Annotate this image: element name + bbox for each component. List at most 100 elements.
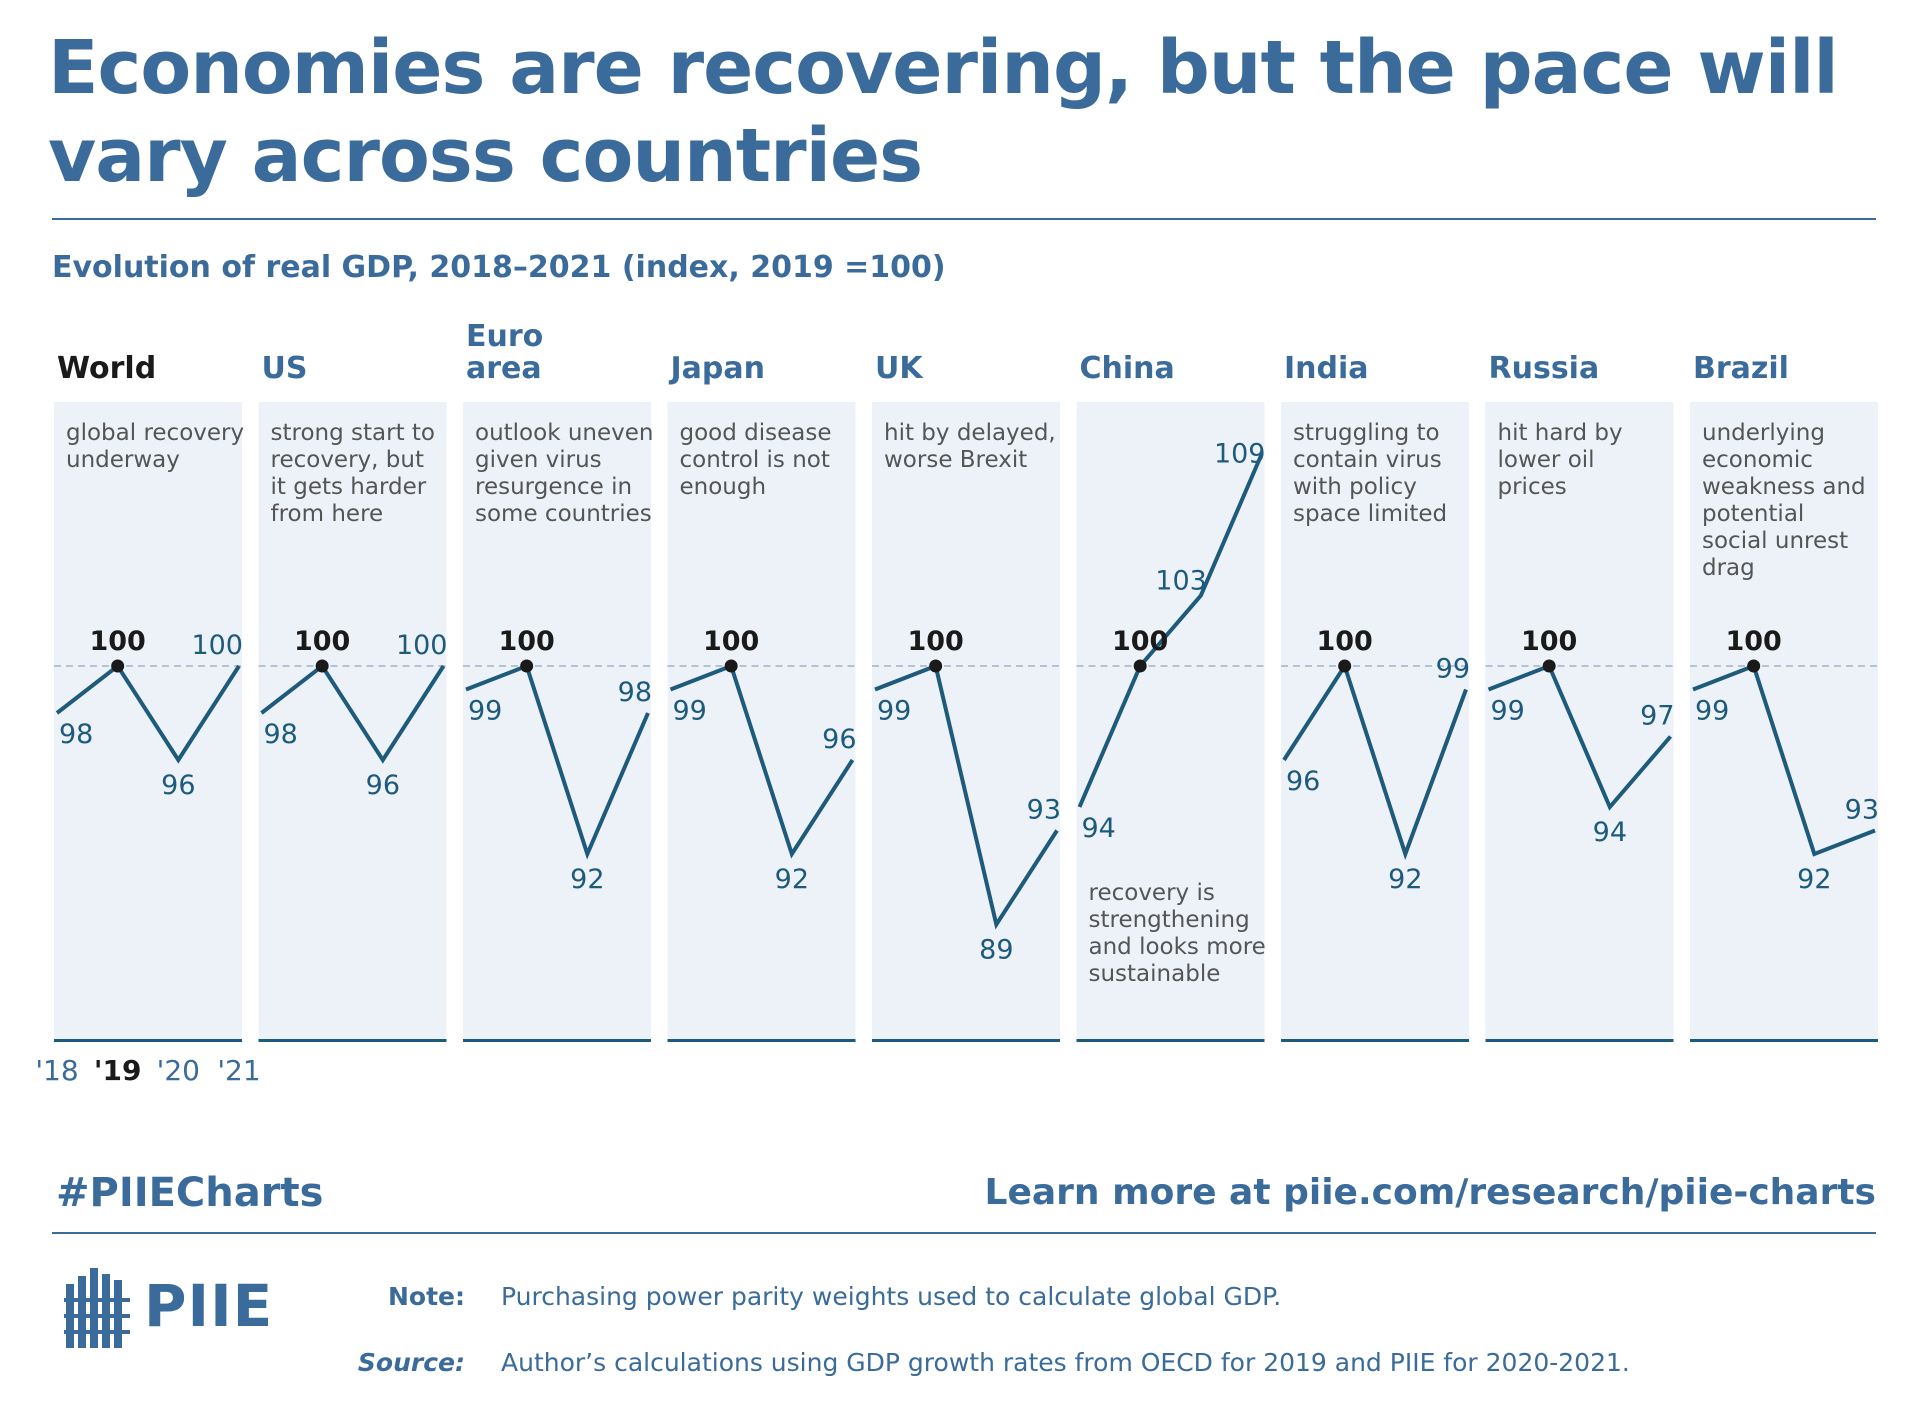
panel-baseline-china: [1076, 1039, 1265, 1042]
panel-note-euro-area: some countries: [475, 501, 652, 527]
panel-note-us: from here: [271, 501, 384, 527]
panel-baseline-world: [54, 1039, 242, 1042]
panel-note-us: it gets harder: [271, 474, 427, 500]
note-row: Note: Purchasing power parity weights us…: [340, 1282, 1281, 1311]
value-label-india: 100: [1316, 626, 1372, 657]
value-label-uk: 99: [877, 696, 911, 727]
panel-note-india: contain virus: [1293, 447, 1442, 473]
panel-note-euro-area: given virus: [475, 447, 602, 473]
panel-note-japan: good disease: [680, 420, 832, 446]
value-label-russia: 94: [1593, 817, 1627, 848]
chart-title: Economies are recovering, but the pace w…: [48, 25, 1839, 199]
panel-baseline-us: [258, 1039, 447, 1042]
panel-note-uk: hit by delayed,: [884, 420, 1056, 446]
value-label-russia: 97: [1640, 701, 1674, 732]
panel-header-uk: UK: [875, 351, 924, 386]
panel-baseline-brazil: [1690, 1039, 1878, 1042]
panel-note-china: strengthening: [1089, 907, 1250, 933]
value-label-russia: 99: [1491, 696, 1525, 727]
panel-note-euro-area: outlook uneven: [475, 420, 653, 446]
source-row: Source: Author’s calculations using GDP …: [340, 1348, 1630, 1377]
panel-note-india: space limited: [1293, 501, 1447, 527]
series-line-brazil: [1692, 663, 1876, 857]
panel-japan: [667, 402, 856, 1042]
value-label-uk: 93: [1027, 795, 1061, 826]
source-text: Author’s calculations using GDP growth r…: [501, 1348, 1630, 1377]
point-2019-world: [111, 659, 125, 673]
point-2019-russia: [1542, 659, 1556, 673]
panel-note-brazil: drag: [1702, 555, 1755, 581]
value-label-brazil: 93: [1845, 795, 1879, 826]
value-label-china: 100: [1112, 626, 1168, 657]
panel-header-brazil: Brazil: [1693, 351, 1789, 386]
value-label-india: 99: [1436, 654, 1470, 685]
piie-logo: PIIE: [64, 1262, 273, 1350]
panel-baseline-india: [1281, 1039, 1469, 1042]
panel-note-us: recovery, but: [271, 447, 424, 473]
series-line-japan: [669, 663, 855, 859]
panel-note-us: strong start to: [271, 420, 435, 446]
panel-header-russia: Russia: [1489, 351, 1600, 386]
value-label-japan: 92: [775, 864, 809, 895]
panel-note-brazil: underlying: [1702, 420, 1825, 446]
panel-euro-area: [463, 402, 651, 1042]
point-2019-china: [1133, 659, 1147, 673]
series-line-russia: [1487, 663, 1673, 811]
panel-note-china: recovery is: [1089, 880, 1215, 906]
value-label-brazil: 92: [1797, 864, 1831, 895]
value-label-china: 109: [1214, 439, 1266, 470]
panel-russia: [1485, 402, 1674, 1042]
panel-brazil: [1690, 402, 1878, 1042]
series-line-uk: [874, 663, 1059, 930]
panel-world: [54, 402, 242, 1042]
value-label-us: 96: [366, 770, 400, 801]
value-label-us: 100: [294, 626, 350, 657]
panel-uk: [872, 402, 1060, 1042]
series-line-euro-area: [465, 663, 650, 860]
panel-note-world: underway: [66, 447, 180, 473]
value-label-euro-area: 98: [618, 677, 652, 708]
panel-note-india: struggling to: [1293, 420, 1440, 446]
panel-note-brazil: economic: [1702, 447, 1813, 473]
panel-header-us: US: [262, 351, 308, 386]
value-label-euro-area: 100: [498, 626, 554, 657]
value-label-world: 100: [89, 626, 145, 657]
panel-header-china: China: [1080, 351, 1175, 386]
panel-header-india: India: [1284, 351, 1369, 386]
value-label-japan: 99: [673, 696, 707, 727]
series-line-us: [260, 663, 446, 764]
point-2019-brazil: [1747, 659, 1761, 673]
panel-header-japan: Japan: [669, 351, 765, 386]
series-line-world: [55, 663, 241, 764]
value-label-china: 94: [1082, 813, 1116, 844]
learn-more-link[interactable]: Learn more at piie.com/research/piie-cha…: [984, 1172, 1876, 1213]
value-label-brazil: 99: [1695, 696, 1729, 727]
panel-baseline-uk: [872, 1039, 1060, 1042]
panel-note-world: global recovery: [66, 420, 244, 446]
panel-note-russia: prices: [1498, 474, 1567, 500]
panel-note-uk: worse Brexit: [884, 447, 1027, 473]
note-label: Note:: [387, 1282, 465, 1311]
building-logo-icon: [64, 1268, 130, 1348]
panel-header-euro-area: Euro: [466, 319, 543, 354]
x-tick-label: '20: [157, 1054, 200, 1087]
series-line-india: [1282, 661, 1468, 861]
panel-note-india: with policy: [1293, 474, 1417, 500]
value-label-japan: 100: [703, 626, 759, 657]
panel-note-china: and looks more: [1089, 934, 1266, 960]
panel-note-russia: hit hard by: [1498, 420, 1623, 446]
x-tick-label: '21: [217, 1054, 260, 1087]
point-2019-uk: [929, 659, 943, 673]
value-label-euro-area: 92: [570, 864, 604, 895]
panel-china: [1076, 402, 1265, 1042]
panel-note-brazil: social unrest: [1702, 528, 1848, 554]
panel-note-japan: control is not: [680, 447, 830, 473]
value-label-euro-area: 99: [468, 696, 502, 727]
panel-header-euro-area: area: [466, 351, 542, 386]
source-label: Source:: [357, 1348, 465, 1377]
x-tick-label: '18: [35, 1054, 78, 1087]
panel-india: [1281, 402, 1469, 1042]
panel-us: [258, 402, 447, 1042]
value-label-uk: 100: [907, 626, 963, 657]
value-label-china: 103: [1155, 566, 1207, 597]
